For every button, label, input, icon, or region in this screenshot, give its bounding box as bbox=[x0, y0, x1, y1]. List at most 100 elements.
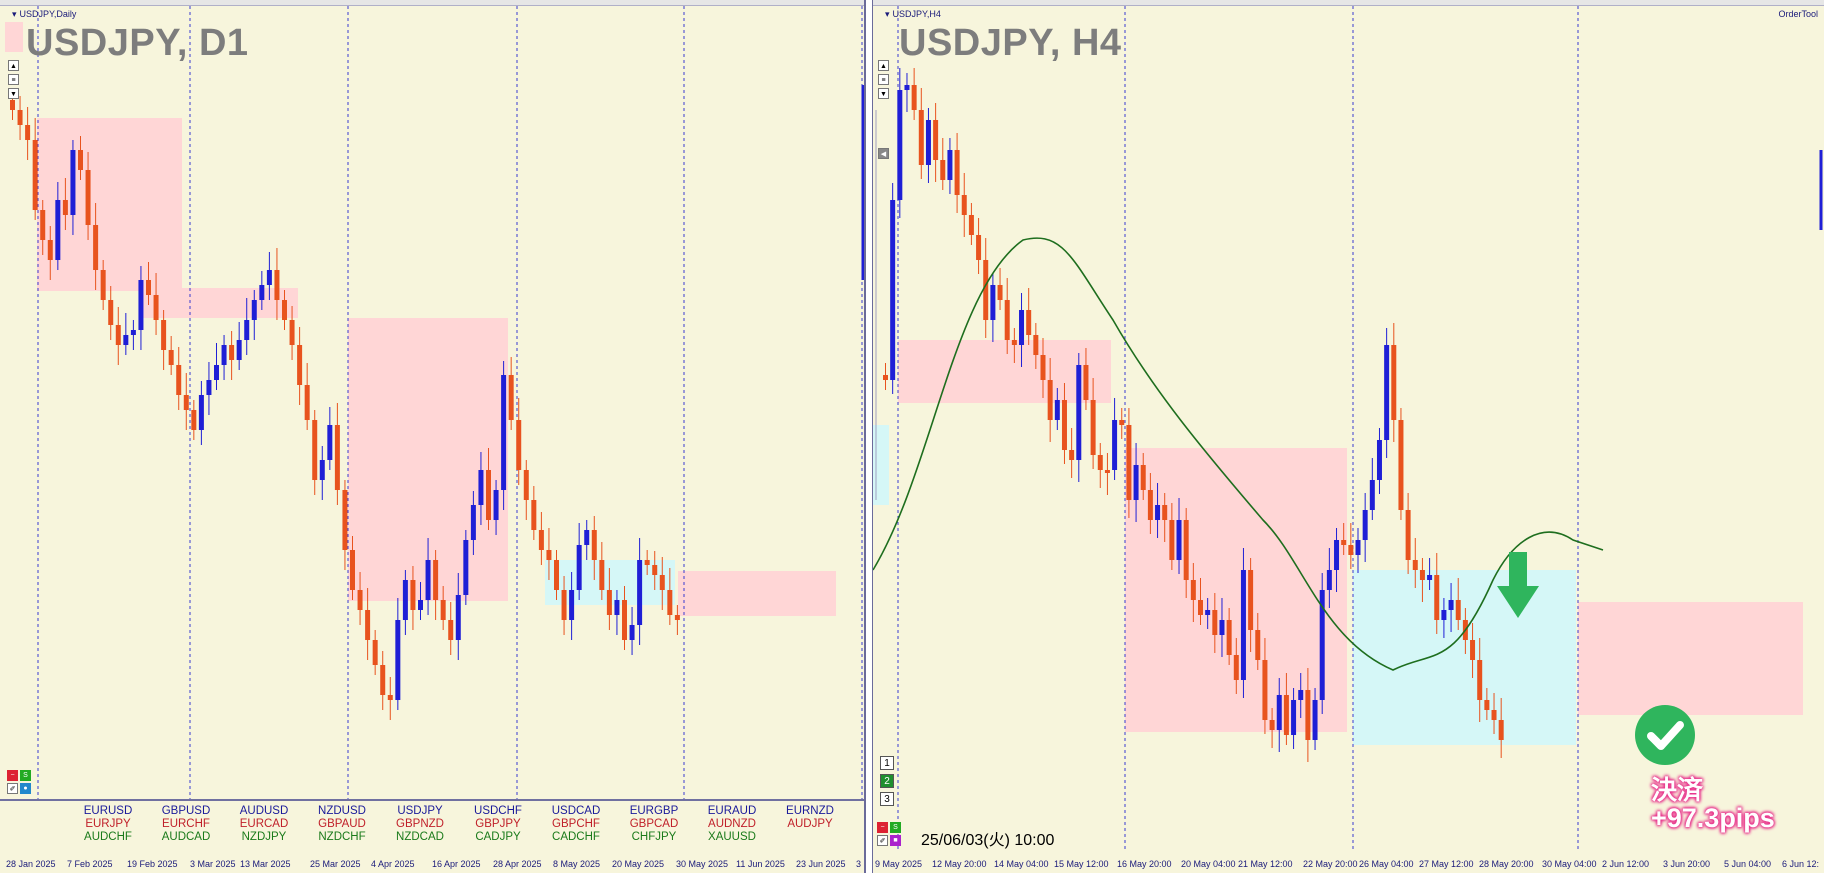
candle bbox=[123, 335, 129, 345]
candle bbox=[1155, 505, 1161, 520]
time-axis-label: 7 Feb 2025 bbox=[67, 859, 113, 869]
settings-icon[interactable]: ● bbox=[20, 783, 31, 794]
pair-link[interactable]: USDCAD bbox=[551, 805, 601, 817]
candle bbox=[440, 600, 446, 620]
pair-link[interactable]: USDJPY bbox=[397, 805, 443, 817]
pair-link[interactable]: USDCHF bbox=[474, 805, 522, 817]
timeframe-button-2[interactable]: 2 bbox=[880, 774, 894, 788]
chart-window-h4[interactable]: USDJPY,H4 USDJPY, H4 OrderTool ▲ ≡ ▼ ◀ 1… bbox=[872, 0, 1824, 873]
save-icon[interactable]: S bbox=[890, 822, 901, 833]
time-axis-label: 27 May 12:00 bbox=[1419, 859, 1474, 869]
pair-column: GBPUSD EURCHF AUDCAD bbox=[146, 805, 226, 844]
candle bbox=[904, 85, 910, 90]
cursor-icon[interactable]: ✐ bbox=[7, 783, 18, 794]
pair-link[interactable]: CADJPY bbox=[475, 831, 521, 843]
scroll-up-icon[interactable]: ▲ bbox=[8, 60, 19, 71]
candle bbox=[425, 560, 431, 600]
candle bbox=[62, 200, 68, 215]
close-icon[interactable]: − bbox=[7, 770, 18, 781]
pair-link[interactable]: GBPAUD bbox=[318, 818, 366, 830]
candle bbox=[501, 375, 507, 490]
pair-link[interactable]: EURUSD bbox=[83, 805, 133, 817]
scroll-down-icon[interactable]: ▼ bbox=[8, 88, 19, 99]
pair-link[interactable]: NZDUSD bbox=[318, 805, 366, 817]
pair-link[interactable]: EURNZD bbox=[786, 805, 834, 817]
order-tool-label[interactable]: OrderTool bbox=[1778, 9, 1818, 19]
candle bbox=[1004, 300, 1010, 340]
candle bbox=[1341, 540, 1347, 545]
pair-column: NZDUSD GBPAUD NZDCHF bbox=[302, 805, 382, 844]
date-label: 25/06/03(火) 10:00 bbox=[921, 832, 1055, 849]
scroll-down-icon[interactable]: ▼ bbox=[878, 88, 889, 99]
timeframe-button-3[interactable]: 3 bbox=[880, 792, 894, 806]
pair-link[interactable]: NZDJPY bbox=[241, 831, 287, 843]
pair-link[interactable]: CHFJPY bbox=[631, 831, 677, 843]
pair-link[interactable]: AUDCAD bbox=[161, 831, 211, 843]
chart-window-d1[interactable]: USDJPY,Daily USDJPY, D1 ▲ ≡ ▼ − S ✐ ● EU… bbox=[0, 0, 866, 873]
candle bbox=[357, 590, 363, 610]
close-icon[interactable]: − bbox=[877, 822, 888, 833]
cursor-icon[interactable]: ✐ bbox=[877, 835, 888, 846]
save-icon[interactable]: S bbox=[20, 770, 31, 781]
pair-link[interactable]: NZDCAD bbox=[396, 831, 444, 843]
pair-link[interactable]: EURCAD bbox=[239, 818, 289, 830]
pair-link[interactable]: EURCHF bbox=[162, 818, 210, 830]
candle bbox=[1047, 380, 1053, 420]
scroll-up-icon[interactable]: ▲ bbox=[878, 60, 889, 71]
chart-shift-icon[interactable]: ◀ bbox=[878, 148, 889, 159]
resistance-zone bbox=[143, 288, 298, 318]
pair-list: EURUSD EURJPY AUDCHF GBPUSD EURCHF AUDCAD AUDU… bbox=[0, 799, 864, 857]
pair-link[interactable]: GBPJPY bbox=[475, 818, 521, 830]
candle bbox=[918, 110, 924, 165]
pair-link[interactable]: GBPCHF bbox=[552, 818, 600, 830]
candle bbox=[78, 150, 83, 170]
candle bbox=[1240, 570, 1246, 680]
pair-link[interactable]: EURGBP bbox=[629, 805, 679, 817]
candle bbox=[455, 595, 461, 640]
pair-link[interactable]: GBPCAD bbox=[629, 818, 679, 830]
candle bbox=[1470, 640, 1476, 660]
timeframe-button-1[interactable]: 1 bbox=[880, 756, 894, 770]
pair-link[interactable]: AUDUSD bbox=[239, 805, 289, 817]
candle bbox=[130, 330, 136, 335]
pair-link[interactable]: GBPUSD bbox=[161, 805, 211, 817]
time-axis-label: 21 May 12:00 bbox=[1238, 859, 1293, 869]
candle bbox=[1405, 510, 1411, 560]
candle bbox=[990, 285, 996, 320]
candle bbox=[168, 350, 174, 365]
chart-canvas-h4[interactable] bbox=[873, 0, 1824, 873]
candle bbox=[70, 150, 76, 215]
candle bbox=[25, 125, 31, 140]
pair-link[interactable]: NZDCHF bbox=[318, 831, 366, 843]
candle bbox=[251, 300, 257, 320]
zoom-icon[interactable]: ≡ bbox=[8, 74, 19, 85]
candle bbox=[883, 375, 888, 380]
pair-link[interactable]: XAUUSD bbox=[708, 831, 756, 843]
pair-link[interactable]: EURAUD bbox=[707, 805, 757, 817]
pair-link[interactable]: AUDNZD bbox=[708, 818, 756, 830]
pair-link[interactable]: AUDCHF bbox=[84, 831, 132, 843]
candle bbox=[153, 295, 159, 320]
zoom-icon[interactable]: ≡ bbox=[878, 74, 889, 85]
time-axis-label: 5 Jun 04:00 bbox=[1724, 859, 1772, 869]
pair-link[interactable]: GBPNZD bbox=[396, 818, 444, 830]
candle bbox=[1147, 490, 1153, 520]
chart-canvas-d1[interactable] bbox=[0, 0, 866, 873]
candle bbox=[493, 490, 499, 520]
candle bbox=[1484, 700, 1490, 710]
pair-link[interactable]: EURJPY bbox=[85, 818, 131, 830]
time-axis-label: 28 Jan 2025 bbox=[6, 859, 56, 869]
time-axis-d1: 28 Jan 2025 7 Feb 2025 19 Feb 2025 3 Mar 20… bbox=[0, 855, 864, 873]
candle bbox=[387, 695, 393, 700]
candle bbox=[1376, 440, 1382, 480]
settings-icon[interactable]: ■ bbox=[890, 835, 901, 846]
pair-link[interactable]: AUDJPY bbox=[787, 818, 833, 830]
pair-column: USDCAD GBPCHF CADCHF bbox=[536, 805, 616, 844]
candle bbox=[1061, 400, 1067, 450]
candle bbox=[486, 470, 491, 520]
pair-link[interactable]: CADCHF bbox=[552, 831, 600, 843]
candle bbox=[976, 235, 982, 260]
time-axis-label: 19 Feb 2025 bbox=[127, 859, 178, 869]
candle bbox=[1319, 590, 1325, 700]
candle bbox=[1083, 365, 1089, 400]
